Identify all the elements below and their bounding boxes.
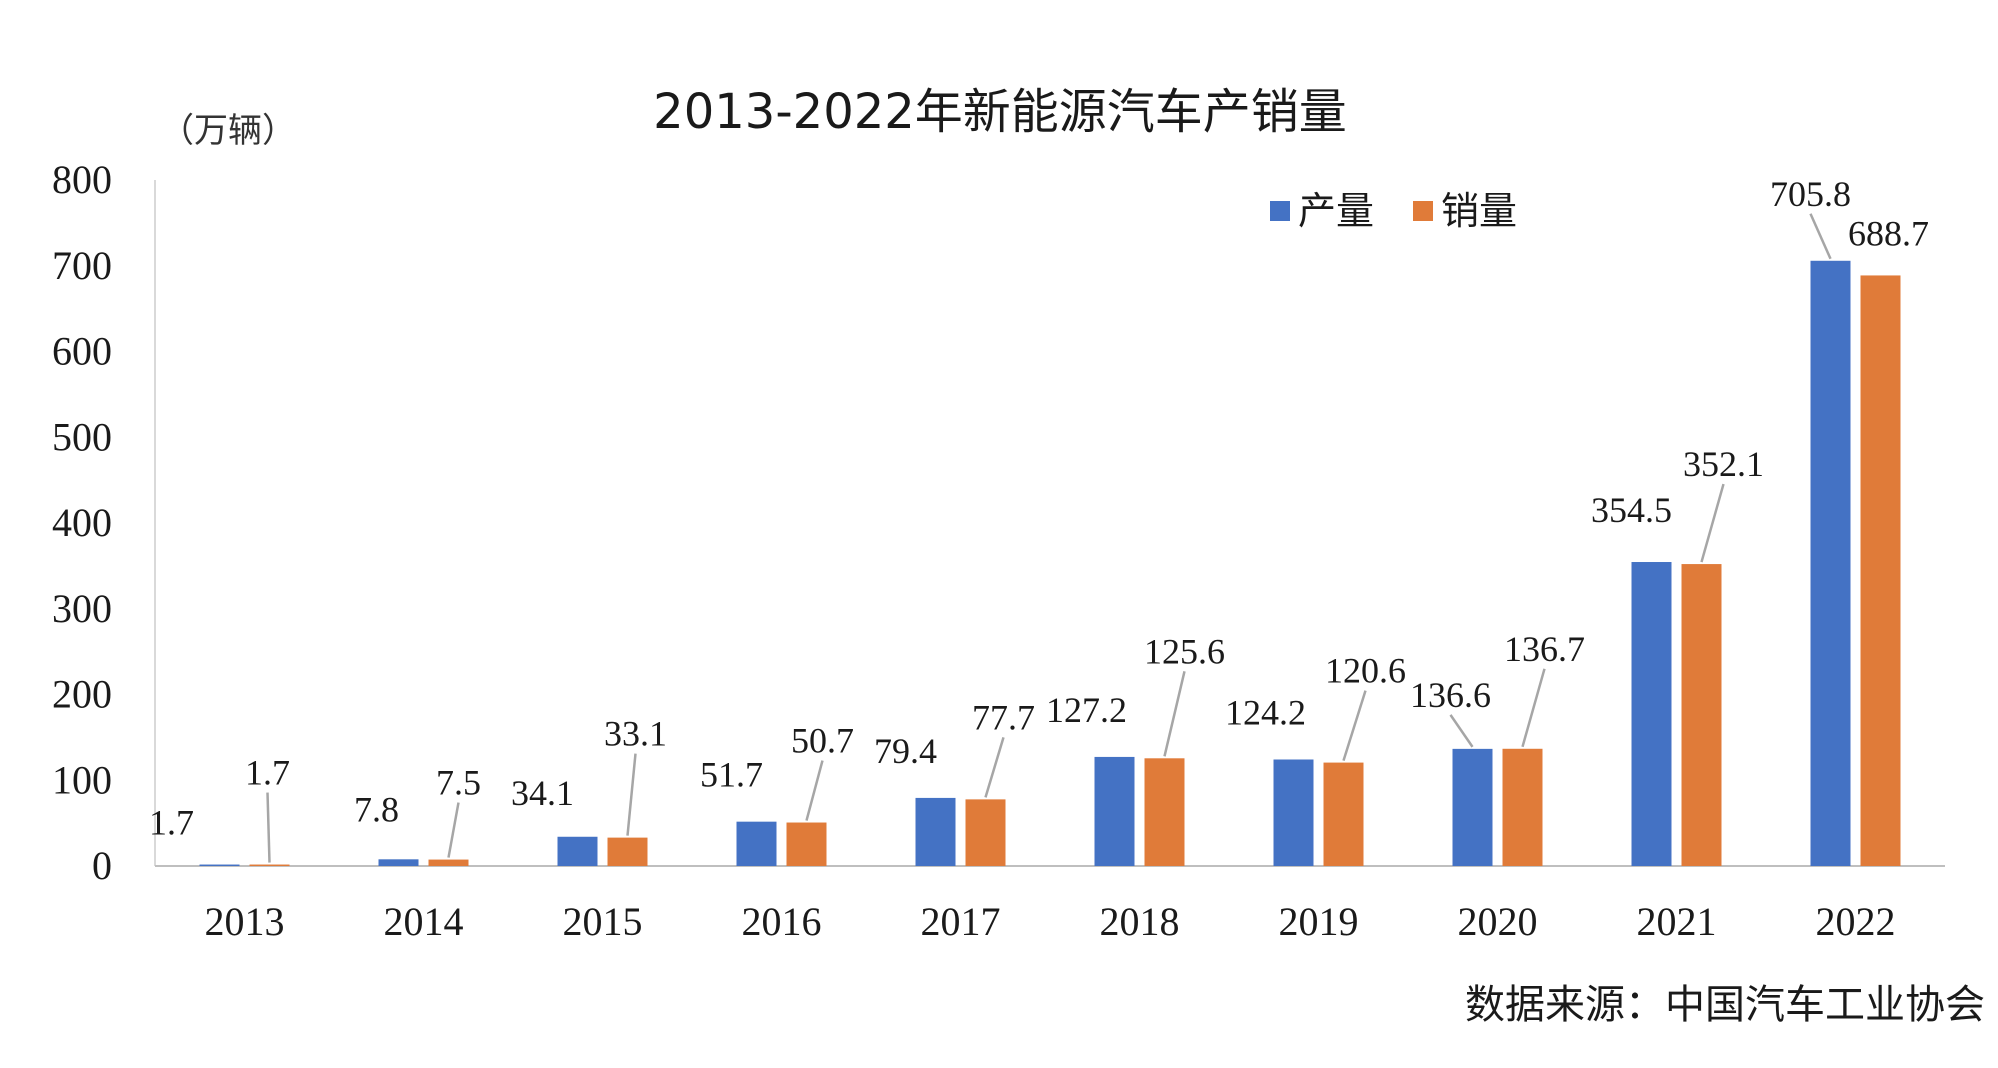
bar-production [736,821,777,866]
data-label-production: 51.7 [700,755,763,795]
leader-line [1342,690,1367,761]
data-label-sales: 1.7 [245,753,290,793]
data-label-sales: 77.7 [972,697,1035,737]
bar-production [557,836,598,866]
chart-title: 2013-2022年新能源汽车产销量 [653,84,1347,140]
data-label-production: 124.2 [1225,692,1306,732]
leader-lines [266,213,1832,863]
bar-production [199,864,240,866]
leader-line [1521,668,1546,748]
data-label-production: 7.8 [354,789,399,829]
data-label-production: 136.6 [1410,675,1491,715]
data-label-sales: 120.6 [1325,651,1406,691]
y-tick-label: 800 [52,157,112,202]
bar-production [378,859,419,866]
bar-production [1094,756,1135,866]
bars [199,260,1901,866]
source-note: 数据来源：中国汽车工业协会 [1465,982,1985,1028]
bar-production [1810,260,1851,866]
bar-sales [1323,762,1364,866]
data-label-production: 127.2 [1046,690,1127,730]
x-tick-label: 2014 [384,899,464,944]
data-label-production: 79.4 [874,731,937,771]
data-label-sales: 33.1 [604,714,667,754]
bar-sales [786,822,827,866]
data-label-production: 354.5 [1591,490,1672,530]
bar-production [1631,562,1672,866]
data-labels: 1.7 1.7 7.8 7.5 34.1 33.1 51.7 50.7 79.4 77.7 127.… [149,174,1929,843]
leader-line [447,802,460,858]
x-axis: 2013 2014 2015 2016 2017 2018 2019 2020 2021 2022 [205,899,1896,944]
data-label-production: 705.8 [1770,174,1851,214]
x-tick-label: 2015 [563,899,643,944]
y-tick-label: 500 [52,414,112,459]
bar-sales [607,837,648,866]
legend-swatch-production [1270,201,1290,221]
data-label-sales: 125.6 [1144,631,1225,671]
bar-sales [1681,564,1722,866]
x-tick-label: 2022 [1816,899,1896,944]
bar-sales [249,864,290,866]
y-axis-unit-label: （万辆） [160,111,296,151]
x-tick-label: 2017 [921,899,1001,944]
legend-swatch-sales [1413,201,1433,221]
leader-line [1700,483,1725,563]
y-tick-label: 200 [52,672,112,717]
x-tick-label: 2021 [1637,899,1717,944]
leader-line [266,792,271,863]
y-tick-label: 600 [52,329,112,374]
y-tick-label: 100 [52,757,112,802]
legend-label-production: 产量 [1298,189,1374,233]
data-label-sales: 352.1 [1683,444,1764,484]
leader-line [1163,671,1186,757]
bar-sales [965,799,1006,866]
data-label-sales: 50.7 [791,721,854,761]
legend: 产量 销量 [1270,189,1517,233]
bar-production [1452,748,1493,866]
bar-sales [1502,748,1543,866]
x-tick-label: 2019 [1279,899,1359,944]
leader-line [984,737,1005,798]
leader-line [1449,714,1474,748]
bar-production [1273,759,1314,866]
leader-line [626,753,637,836]
data-label-sales: 7.5 [436,763,481,803]
data-label-sales: 136.7 [1504,629,1585,669]
bar-production [915,797,956,866]
bar-sales [428,859,469,866]
legend-label-sales: 销量 [1441,189,1517,233]
data-label-production: 1.7 [149,803,194,843]
y-tick-label: 700 [52,243,112,288]
bar-sales [1860,275,1901,866]
y-tick-label: 300 [52,586,112,631]
leader-line [1809,213,1832,260]
x-tick-label: 2013 [205,899,285,944]
data-label-sales: 688.7 [1848,213,1929,253]
y-tick-label: 400 [52,500,112,545]
x-tick-label: 2018 [1100,899,1180,944]
x-tick-label: 2016 [742,899,822,944]
bar-sales [1144,758,1185,866]
y-tick-label: 0 [92,843,112,888]
leader-line [805,760,824,821]
data-label-production: 34.1 [511,773,574,813]
x-tick-label: 2020 [1458,899,1538,944]
y-axis: 0 100 200 300 400 500 600 700 800 [52,157,112,888]
